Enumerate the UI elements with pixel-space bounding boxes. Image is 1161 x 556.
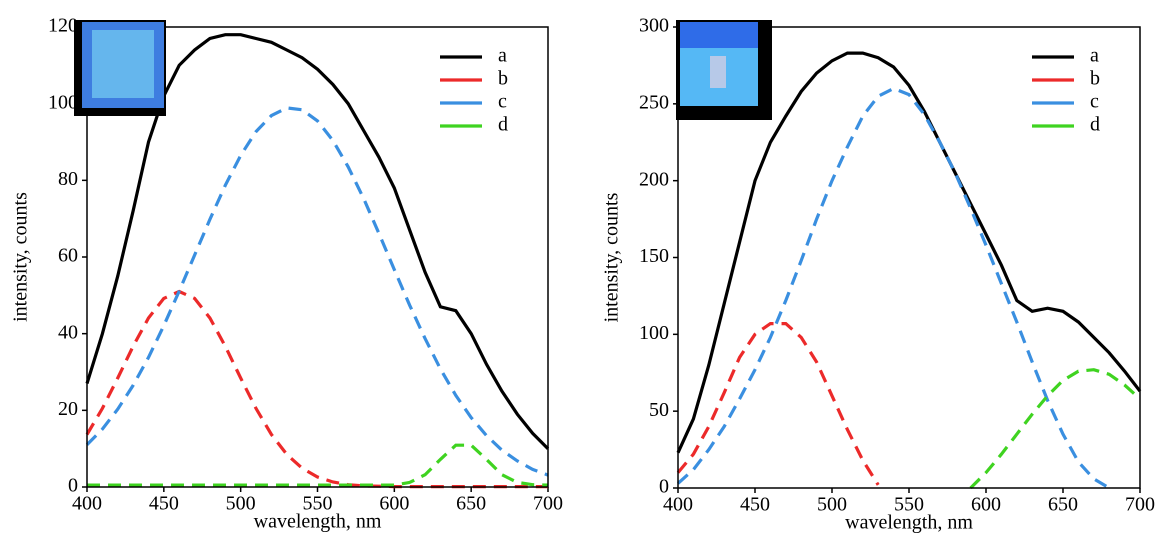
x-tick-label: 700 [1125, 494, 1155, 516]
plot-frame [86, 26, 549, 488]
x-tick-label: 400 [663, 494, 693, 516]
y-tick-label: 200 [639, 168, 669, 190]
x-tick-label: 650 [1048, 494, 1078, 516]
x-tick-label: 450 [740, 494, 770, 516]
x-tick-label: 600 [971, 494, 1001, 516]
inset-photo [74, 20, 166, 116]
legend-label: b [1090, 68, 1100, 90]
x-tick-label: 450 [149, 493, 179, 515]
x-tick-label: 600 [379, 493, 409, 515]
series-line [87, 443, 549, 487]
series-line [969, 368, 1142, 490]
plot-frame [677, 26, 1141, 489]
series-line [676, 51, 1142, 454]
y-tick-label: 20 [58, 398, 78, 420]
inset-sample [92, 30, 154, 98]
x-tick-label: 700 [533, 493, 563, 515]
legend-label: c [498, 91, 507, 113]
y-tick-label: 0 [68, 475, 78, 497]
legend-label: d [1090, 114, 1100, 136]
legend-label: a [498, 45, 507, 67]
x-tick-label: 400 [72, 493, 102, 515]
y-tick-label: 60 [58, 245, 78, 267]
inset-photo [676, 20, 772, 120]
x-tick-label: 550 [303, 493, 333, 515]
x-tick-label: 650 [456, 493, 486, 515]
y-tick-label: 100 [639, 322, 669, 344]
y-tick-label: 50 [649, 399, 669, 421]
x-tick-label: 550 [894, 494, 924, 516]
y-tick-label: 100 [48, 91, 78, 113]
y-tick-label: 80 [58, 168, 78, 190]
inset-vial [710, 56, 726, 88]
y-tick-label: 250 [639, 91, 669, 113]
x-axis-label: wavelength, nm [254, 511, 382, 533]
chart: 400 450 500 550 600 650 700 0 50 100 150 200 250 300 w… [601, 15, 1155, 534]
y-axis-label: intensity, counts [601, 192, 623, 322]
y-tick-label: 120 [48, 15, 78, 37]
legend-label: c [1090, 91, 1099, 113]
legend-label: d [498, 114, 508, 136]
legend-label: a [1090, 45, 1099, 67]
y-tick-label: 40 [58, 321, 78, 343]
y-tick-label: 0 [659, 476, 669, 498]
x-tick-label: 500 [226, 493, 256, 515]
series-line [85, 106, 549, 477]
y-tick-label: 150 [639, 245, 669, 267]
series-line [85, 289, 548, 489]
series-line [676, 86, 1111, 490]
y-axis-label: intensity, counts [10, 192, 32, 322]
legend-label: b [498, 68, 508, 90]
series-line [676, 322, 880, 486]
x-tick-label: 500 [817, 494, 847, 516]
chart: 400 450 500 550 600 650 700 0 20 40 60 80 100 120 wave… [10, 15, 563, 533]
x-axis-label: wavelength, nm [845, 512, 973, 534]
y-tick-label: 300 [639, 15, 669, 37]
